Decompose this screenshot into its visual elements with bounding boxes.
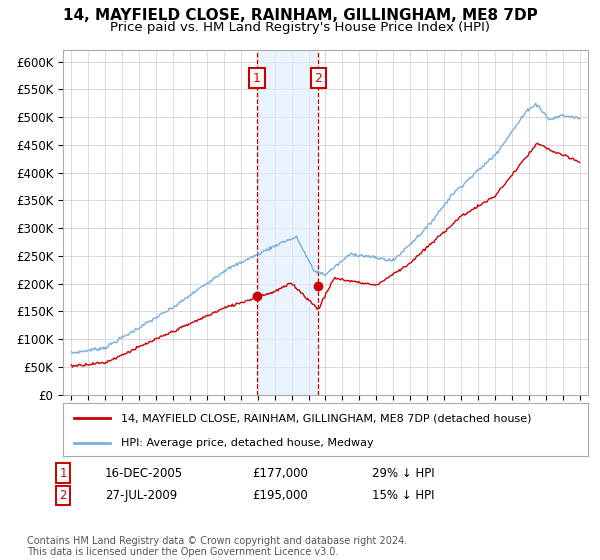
Text: Price paid vs. HM Land Registry's House Price Index (HPI): Price paid vs. HM Land Registry's House … — [110, 21, 490, 34]
Text: HPI: Average price, detached house, Medway: HPI: Average price, detached house, Medw… — [121, 438, 373, 448]
Text: 2: 2 — [59, 489, 67, 502]
Bar — [257, 50, 318, 395]
Text: 27-JUL-2009: 27-JUL-2009 — [105, 489, 177, 502]
Text: 29% ↓ HPI: 29% ↓ HPI — [372, 466, 434, 480]
Text: 14, MAYFIELD CLOSE, RAINHAM, GILLINGHAM, ME8 7DP (detached house): 14, MAYFIELD CLOSE, RAINHAM, GILLINGHAM,… — [121, 413, 531, 423]
Text: £195,000: £195,000 — [252, 489, 308, 502]
Text: 1: 1 — [253, 72, 261, 85]
Text: Contains HM Land Registry data © Crown copyright and database right 2024.
This d: Contains HM Land Registry data © Crown c… — [27, 535, 407, 557]
Text: 15% ↓ HPI: 15% ↓ HPI — [372, 489, 434, 502]
Text: £177,000: £177,000 — [252, 466, 308, 480]
Text: 16-DEC-2005: 16-DEC-2005 — [105, 466, 183, 480]
Text: 1: 1 — [59, 466, 67, 480]
Text: 2: 2 — [314, 72, 322, 85]
Text: 14, MAYFIELD CLOSE, RAINHAM, GILLINGHAM, ME8 7DP: 14, MAYFIELD CLOSE, RAINHAM, GILLINGHAM,… — [62, 8, 538, 24]
